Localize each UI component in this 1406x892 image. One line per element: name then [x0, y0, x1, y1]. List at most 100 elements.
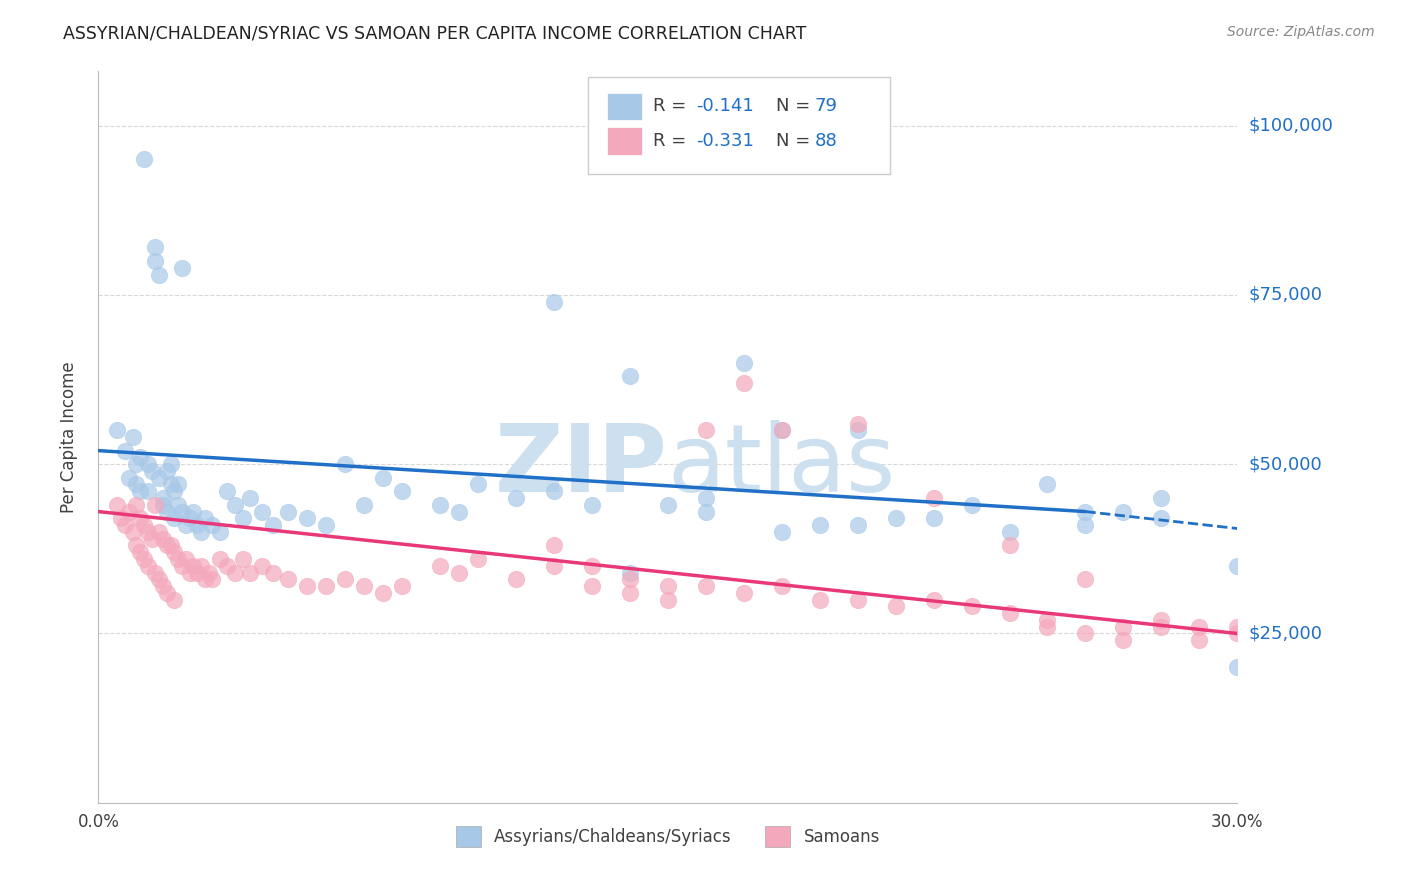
Point [232, 552, 254, 566]
Point [998, 606, 1021, 620]
Point [315, 579, 337, 593]
Point [148, 268, 170, 282]
Point [190, 524, 212, 539]
Point [846, 518, 869, 533]
Point [125, 498, 148, 512]
Point [197, 566, 219, 580]
Point [107, 498, 129, 512]
Point [152, 579, 174, 593]
Point [297, 579, 319, 593]
Text: R =: R = [652, 97, 692, 115]
Point [121, 524, 143, 539]
Point [186, 518, 208, 533]
Point [152, 498, 174, 512]
Point [179, 566, 201, 580]
Point [224, 498, 246, 512]
Point [1188, 633, 1211, 648]
Point [239, 566, 262, 580]
Point [297, 511, 319, 525]
Point [619, 586, 641, 600]
Point [250, 558, 273, 573]
Point [315, 518, 337, 533]
Point [1036, 477, 1059, 491]
Point [163, 484, 186, 499]
Point [186, 566, 208, 580]
FancyBboxPatch shape [607, 127, 641, 154]
Point [1112, 620, 1135, 634]
Text: $75,000: $75,000 [1249, 285, 1323, 304]
Point [277, 505, 299, 519]
Point [174, 518, 197, 533]
Point [156, 505, 179, 519]
Point [208, 524, 231, 539]
Point [201, 518, 224, 533]
Point [619, 369, 641, 384]
Point [125, 538, 148, 552]
Point [998, 538, 1021, 552]
Point [114, 443, 136, 458]
Point [1150, 511, 1173, 525]
Point [391, 484, 413, 499]
Point [1226, 626, 1249, 640]
Point [170, 505, 193, 519]
Point [353, 498, 375, 512]
Point [179, 511, 201, 525]
Point [922, 511, 945, 525]
Point [1226, 558, 1249, 573]
Point [152, 491, 174, 505]
Point [183, 558, 205, 573]
Point [1150, 613, 1173, 627]
Point [1188, 620, 1211, 634]
Point [232, 511, 254, 525]
Point [217, 484, 239, 499]
Point [733, 355, 755, 369]
Legend: Assyrians/Chaldeans/Syriacs, Samoans: Assyrians/Chaldeans/Syriacs, Samoans [446, 816, 890, 856]
Point [132, 153, 155, 167]
Point [129, 450, 152, 465]
Point [148, 471, 170, 485]
Point [543, 484, 565, 499]
Point [505, 491, 527, 505]
Point [1036, 620, 1059, 634]
Point [371, 586, 394, 600]
Point [581, 579, 603, 593]
Point [129, 484, 152, 499]
Point [808, 518, 831, 533]
Text: $100,000: $100,000 [1249, 117, 1333, 135]
Point [543, 558, 565, 573]
Point [148, 572, 170, 586]
Text: 88: 88 [814, 132, 838, 150]
Point [110, 511, 132, 525]
Point [1150, 620, 1173, 634]
Point [695, 579, 717, 593]
Point [695, 505, 717, 519]
Point [353, 579, 375, 593]
Point [1074, 518, 1097, 533]
Point [145, 566, 167, 580]
Point [657, 592, 679, 607]
Point [262, 518, 284, 533]
Text: N =: N = [776, 132, 815, 150]
Point [1036, 613, 1059, 627]
Point [141, 464, 163, 478]
Point [118, 505, 141, 519]
Point [145, 254, 167, 268]
Point [107, 423, 129, 437]
Point [1112, 633, 1135, 648]
Point [619, 572, 641, 586]
Point [156, 538, 179, 552]
Point [163, 511, 186, 525]
Point [132, 518, 155, 533]
FancyBboxPatch shape [607, 93, 641, 120]
Point [467, 477, 489, 491]
Point [183, 505, 205, 519]
Point [657, 579, 679, 593]
Point [581, 498, 603, 512]
Text: ZIP: ZIP [495, 420, 668, 512]
Text: 79: 79 [814, 97, 838, 115]
Point [505, 572, 527, 586]
Point [884, 511, 907, 525]
Point [136, 457, 159, 471]
Point [190, 558, 212, 573]
Point [208, 552, 231, 566]
